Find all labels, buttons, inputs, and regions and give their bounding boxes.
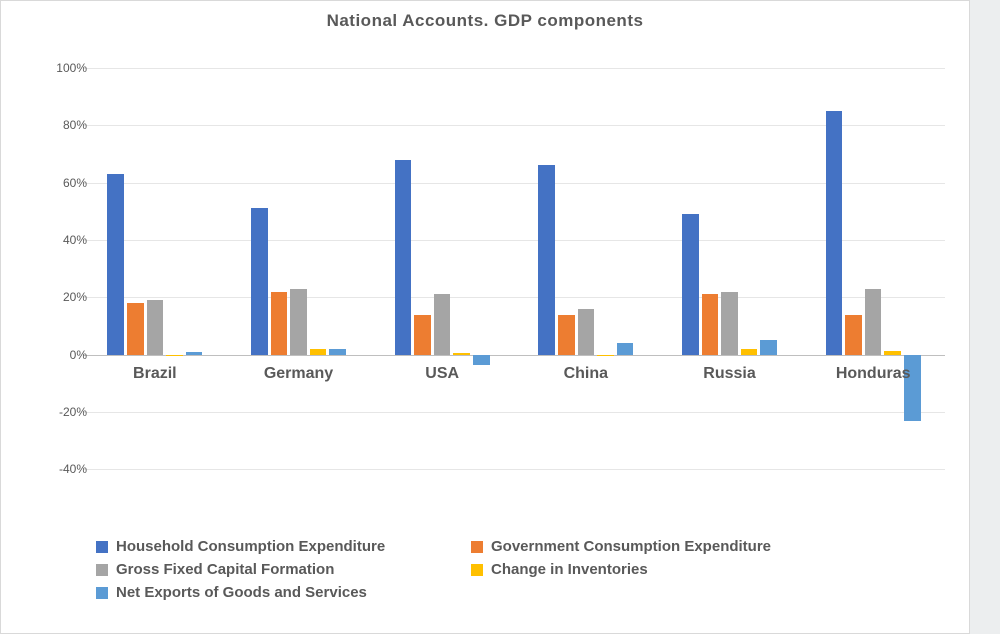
legend-swatch [96,587,108,599]
legend-row: Net Exports of Goods and Services [96,584,936,601]
bar [721,292,738,355]
x-category-label: Brazil [133,365,177,383]
chart-legend: Household Consumption Expenditure Governm… [96,538,936,607]
legend-swatch [96,541,108,553]
bar [682,214,699,354]
bar [826,111,843,355]
legend-label: Net Exports of Goods and Services [116,584,367,601]
bar [473,355,490,365]
bar [453,353,470,355]
gridline [83,412,945,413]
bar [741,349,758,355]
bar [127,303,144,355]
bar [538,165,555,354]
gridline [83,469,945,470]
gridline [83,355,945,356]
legend-label: Change in Inventories [491,561,648,578]
gridline [83,125,945,126]
bar [558,315,575,355]
y-tick-label: 80% [27,118,87,132]
legend-row: Household Consumption Expenditure Governm… [96,538,936,555]
bar [865,289,882,355]
legend-label: Gross Fixed Capital Formation [116,561,334,578]
chart-card: National Accounts. GDP components -40% -2… [0,0,970,634]
bar [597,355,614,356]
bar [578,309,595,355]
legend-swatch [471,564,483,576]
gridline [83,240,945,241]
x-category-label: Honduras [836,365,911,383]
x-category-label: Russia [703,365,755,383]
y-tick-label: 100% [27,61,87,75]
y-tick-label: -20% [27,405,87,419]
x-category-label: Germany [264,365,333,383]
bar [271,292,288,355]
bar [310,349,327,355]
bar [760,340,777,354]
legend-row: Gross Fixed Capital Formation Change in I… [96,561,936,578]
bar [414,315,431,355]
legend-item: Government Consumption Expenditure [471,538,771,555]
bar [702,294,719,354]
legend-label: Government Consumption Expenditure [491,538,771,555]
legend-item: Net Exports of Goods and Services [96,584,451,601]
bar [845,315,862,355]
y-tick-label: -40% [27,462,87,476]
bar [617,343,634,354]
legend-swatch [471,541,483,553]
bar [166,355,183,356]
legend-label: Household Consumption Expenditure [116,538,385,555]
page: National Accounts. GDP components -40% -2… [0,0,1000,634]
legend-item: Household Consumption Expenditure [96,538,451,555]
legend-swatch [96,564,108,576]
bar [395,160,412,355]
x-category-label: USA [425,365,459,383]
bar [107,174,124,355]
bar [329,349,346,355]
legend-item: Gross Fixed Capital Formation [96,561,451,578]
y-tick-label: 20% [27,290,87,304]
bar [251,208,268,354]
x-category-label: China [564,365,608,383]
y-tick-label: 0% [27,348,87,362]
gridline [83,68,945,69]
legend-item: Change in Inventories [471,561,648,578]
bar [884,351,901,354]
bar [434,294,451,354]
gridline [83,297,945,298]
y-tick-label: 60% [27,176,87,190]
bar [186,352,203,354]
bar [147,300,164,354]
chart-plot-area [83,68,945,498]
bar [290,289,307,355]
chart-title: National Accounts. GDP components [1,1,969,31]
gridline [83,183,945,184]
y-tick-label: 40% [27,233,87,247]
